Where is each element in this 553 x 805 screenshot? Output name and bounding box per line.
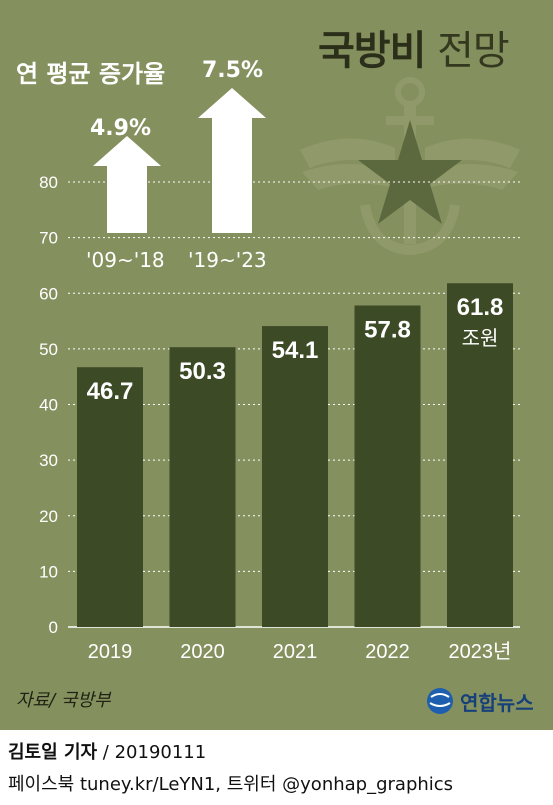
growth-value-1: 4.9% [90,116,152,141]
x-tick-label: 2021 [273,641,318,663]
value-label: 61.8 [457,294,504,321]
bar [447,283,513,627]
y-tick-label: 60 [39,284,58,303]
value-labels: 46.7 50.3 54.1 57.8 61.8 조원 [87,294,504,405]
growth-arrow-2009-2018 [93,136,161,233]
growth-period-1: '09~'18 [86,248,165,272]
y-tick-label: 10 [39,562,58,581]
defense-emblem-icon [300,77,520,256]
value-label: 46.7 [87,378,134,405]
growth-arrows [93,88,266,233]
y-tick-label: 40 [39,396,58,415]
y-tick-label: 30 [39,451,58,470]
unit-label: 조원 [462,327,499,350]
x-tick-label: 2019 [88,641,133,663]
y-axis-ticks: 0 10 20 30 40 50 60 70 80 [39,173,58,637]
y-tick-label: 70 [39,229,58,248]
source-note: 자료/ 국방부 [16,690,111,711]
reporter-name: 김토일 기자 [8,742,98,763]
yonhap-globe-icon [427,688,453,714]
value-label: 50.3 [179,358,226,385]
y-tick-label: 20 [39,507,58,526]
growth-rate-title: 연 평균 증가율 [16,60,166,88]
y-tick-label: 50 [39,340,58,359]
bar [169,347,236,627]
title-light: 전망 [437,28,510,74]
x-tick-label: 2023년 [449,640,512,663]
growth-value-2: 7.5% [202,58,264,83]
byline: 김토일 기자 / 20190111 [8,738,206,764]
chart-title: 국방비 전망 [318,18,510,76]
y-tick-label: 0 [49,618,58,637]
x-tick-label: 2020 [180,641,225,663]
growth-period-2: '19~'23 [188,248,267,272]
y-tick-label: 80 [39,173,58,192]
yonhap-logo: 연합뉴스 [426,684,534,718]
bar [262,326,328,627]
value-label: 54.1 [272,337,319,364]
title-bold: 국방비 [318,28,426,74]
bars [77,283,513,627]
growth-arrow-2019-2023 [198,88,266,233]
bar [354,305,421,627]
publish-date: / 20190111 [97,742,207,763]
x-tick-label: 2022 [365,641,410,663]
chart-panel: 0 10 20 30 40 50 60 70 80 2019 2020 2021 2022 2023년 … [0,0,553,730]
value-label: 57.8 [364,316,411,343]
grid-lines [68,181,520,628]
x-axis-labels: 2019 2020 2021 2022 2023년 [88,640,512,663]
social-links: 페이스북 tuney.kr/LeYN1, 트위터 @yonhap_graphic… [8,774,454,795]
bar [77,367,143,627]
logo-text: 연합뉴스 [460,690,534,715]
